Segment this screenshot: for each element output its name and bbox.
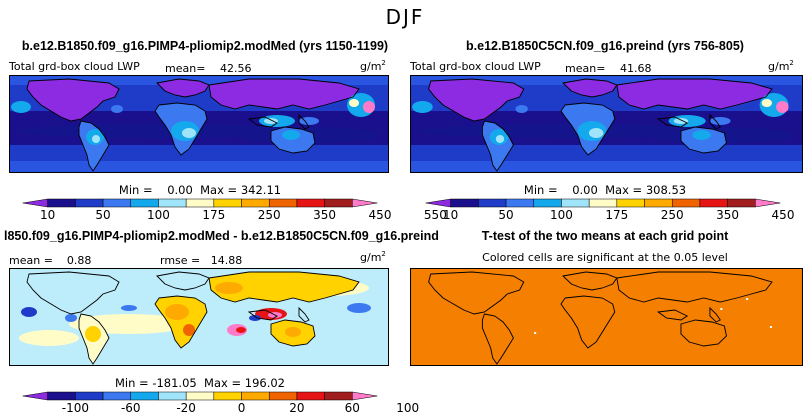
colorbar-top-right-swatch: [671, 198, 701, 208]
colorbar-top-left-swatch: [75, 198, 104, 208]
colorbar-top-left-swatch: [241, 198, 270, 208]
colorbar-top-right-swatch: [450, 198, 479, 208]
colorbar-bottom-left-tick-label: 60: [345, 401, 360, 415]
colorbar-top-left-tick-label: 175: [202, 208, 225, 222]
colorbar-top-right-swatch: [505, 198, 535, 208]
colorbar-top-left-swatch: [22, 198, 48, 208]
colorbar-bottom-left-tick-label: -20: [176, 401, 196, 415]
colorbar-top-left-swatch: [130, 198, 159, 208]
mean-value-top-right: 41.68: [620, 62, 652, 75]
ttest-title: T-test of the two means at each grid poi…: [482, 229, 729, 243]
colorbar-labels-top-left: 10 50 100 175 250 350 450 550: [40, 208, 447, 222]
colorbar-top-left-tick-label: 10: [40, 208, 55, 222]
colorbar-bottom-left: [22, 391, 378, 401]
colorbar-bottom-left-swatch: [213, 391, 242, 401]
colorbar-top-right-tick-label: 50: [498, 208, 513, 222]
colorbar-bottom-left-swatch: [352, 391, 378, 401]
case-title-bottom-left: l850.f09_g16.PIMP4-pliomip2.modMed - b.e…: [4, 229, 439, 243]
colorbar-top-left-swatch: [47, 198, 76, 208]
panel-bottom-right: T-test of the two means at each grid poi…: [410, 229, 803, 366]
colorbar-top-right-tick-label: 450: [772, 208, 795, 222]
colorbar-top-right-swatch: [425, 198, 451, 208]
colorbar-bottom-left-tick-label: 100: [396, 401, 419, 415]
page-title: DJF: [386, 5, 425, 29]
colorbar-bottom-left-tick-label: 0: [238, 401, 246, 415]
colorbar-top-right-swatch: [561, 198, 590, 208]
colorbar-top-right-tick-label: 175: [605, 208, 628, 222]
map-bottom-left: [9, 268, 389, 366]
colorbar-bottom-left-swatch: [324, 391, 353, 401]
colorbar-bottom-left-swatch: [102, 391, 132, 401]
colorbar-bottom-left-swatch: [241, 391, 270, 401]
panel-top-right: b.e12.B1850C5CN.f09_g16.preind (yrs 756-…: [409, 39, 803, 222]
colorbar-top-left-tick-label: 50: [95, 208, 110, 222]
colorbar-bottom-left-swatch: [158, 391, 187, 401]
colorbar-top-left-swatch: [352, 198, 378, 208]
units-top-right: g/m2: [768, 59, 794, 73]
colorbar-top-left-swatch: [268, 198, 298, 208]
colorbar-top-right-swatch: [644, 198, 673, 208]
colorbar-top-left-swatch: [296, 198, 325, 208]
colorbar-bottom-left-swatch: [75, 391, 104, 401]
mean-value-top-left: 42.56: [220, 62, 252, 75]
colorbar-top-left-swatch: [158, 198, 187, 208]
colorbar-bottom-left-swatch: [47, 391, 76, 401]
colorbar-bottom-left-tick-label: -100: [62, 401, 89, 415]
ttest-subtitle: Colored cells are significant at the 0.0…: [482, 251, 728, 264]
minmax-top-left: Min = 0.00 Max = 342.11: [119, 183, 281, 197]
units-top-left: g/m2: [360, 59, 386, 73]
case-title-top-right: b.e12.B1850C5CN.f09_g16.preind (yrs 756-…: [466, 39, 744, 53]
colorbar-top-left-tick-label: 450: [369, 208, 392, 222]
rmse-bottom-left: rmse = 14.88: [160, 254, 242, 267]
variable-title-top-right: Total grd-box cloud LWP: [409, 60, 541, 73]
colorbar-top-left-swatch: [185, 198, 215, 208]
colorbar-bottom-left-swatch: [268, 391, 298, 401]
colorbar-top-right-swatch: [727, 198, 756, 208]
colorbar-top-right-swatch: [699, 198, 728, 208]
colorbar-top-right-swatch: [616, 198, 645, 208]
panel-top-left: b.e12.B1850.f09_g16.PIMP4-pliomip2.modMe…: [8, 39, 447, 222]
colorbar-bottom-left-tick-label: 20: [289, 401, 304, 415]
colorbar-bottom-left-swatch: [185, 391, 215, 401]
colorbar-top-right-tick-label: 10: [443, 208, 458, 222]
colorbar-bottom-left-swatch: [22, 391, 48, 401]
colorbar-top-left-swatch: [324, 198, 353, 208]
mean-diff-bottom-left: mean = 0.88: [9, 254, 91, 267]
colorbar-top-left-swatch: [102, 198, 132, 208]
colorbar-top-left-swatch: [213, 198, 242, 208]
colorbar-top-right-tick-label: 100: [550, 208, 573, 222]
minmax-top-right: Min = 0.00 Max = 308.53: [524, 183, 686, 197]
colorbar-top-right-swatch: [478, 198, 507, 208]
colorbar-bottom-left-swatch: [130, 391, 159, 401]
significance-fill: [410, 268, 803, 366]
colorbar-bottom-left-swatch: [296, 391, 325, 401]
map-top-right: [410, 75, 803, 173]
case-title-top-left: b.e12.B1850.f09_g16.PIMP4-pliomip2.modMe…: [22, 39, 388, 53]
colorbar-top-left-tick-label: 550: [424, 208, 447, 222]
colorbar-top-right-swatch: [755, 198, 781, 208]
colorbar-top-right-swatch: [588, 198, 618, 208]
colorbar-top-right-swatch: [533, 198, 562, 208]
colorbar-top-left-tick-label: 250: [258, 208, 281, 222]
units-bottom-left: g/m2: [360, 250, 386, 264]
colorbar-labels-bottom-left: -100 -60 -20 0 20 60 100: [62, 401, 419, 415]
colorbar-top-left-tick-label: 100: [147, 208, 170, 222]
minmax-bottom-left: Min = -181.05 Max = 196.02: [115, 376, 285, 390]
map-top-left: [9, 75, 389, 173]
colorbar-top-left: [22, 198, 378, 208]
colorbar-top-right-tick-label: 350: [716, 208, 739, 222]
colorbar-top-right-tick-label: 250: [661, 208, 684, 222]
panel-bottom-left: l850.f09_g16.PIMP4-pliomip2.modMed - b.e…: [4, 229, 439, 415]
mean-label-top-right: mean=: [565, 62, 605, 75]
variable-title-top-left: Total grd-box cloud LWP: [8, 60, 140, 73]
colorbar-top-left-tick-label: 350: [313, 208, 336, 222]
mean-label-top-left: mean=: [165, 62, 205, 75]
colorbar-bottom-left-tick-label: -60: [121, 401, 141, 415]
colorbar-top-right: [425, 198, 781, 208]
map-bottom-right: [410, 268, 803, 366]
